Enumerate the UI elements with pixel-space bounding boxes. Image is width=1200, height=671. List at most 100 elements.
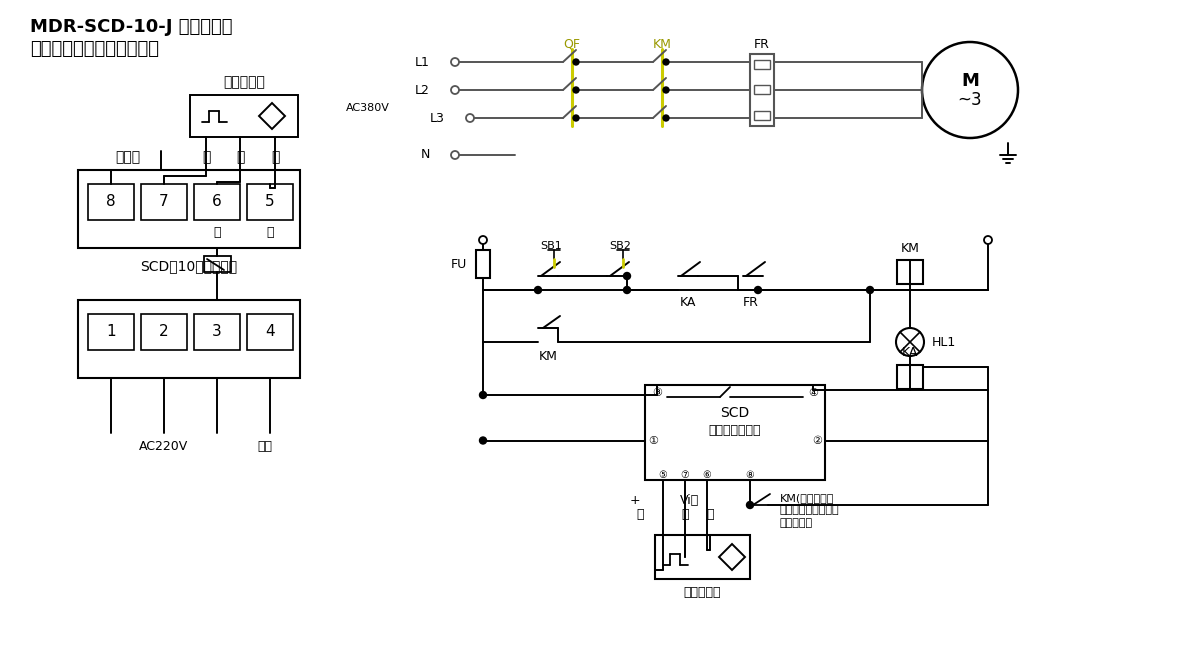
Circle shape — [746, 501, 754, 509]
Circle shape — [479, 236, 487, 244]
Text: N: N — [421, 148, 430, 162]
Text: 保护器典型应用工作原理图: 保护器典型应用工作原理图 — [30, 40, 158, 58]
Text: L1: L1 — [415, 56, 430, 68]
Text: KA: KA — [680, 295, 696, 309]
Bar — [646, 385, 826, 480]
Text: 主电机停止时接通，: 主电机停止时接通， — [780, 505, 840, 515]
Text: SCD－10断链保护器: SCD－10断链保护器 — [140, 259, 238, 273]
Text: 兰: 兰 — [707, 509, 714, 521]
Text: FU: FU — [451, 258, 467, 270]
Text: KA: KA — [902, 346, 918, 360]
Circle shape — [574, 115, 580, 121]
Bar — [190, 95, 298, 137]
Circle shape — [866, 287, 874, 293]
Bar — [754, 60, 770, 69]
Text: 速度传感器: 速度传感器 — [684, 586, 721, 599]
Text: 使能端: 使能端 — [115, 150, 140, 164]
Text: Vi－: Vi－ — [680, 493, 700, 507]
Text: KM(使能接点）: KM(使能接点） — [780, 493, 834, 503]
Circle shape — [574, 87, 580, 93]
Bar — [142, 314, 187, 350]
Bar — [78, 300, 300, 378]
Text: ⑤: ⑤ — [659, 470, 667, 480]
Text: 棕: 棕 — [636, 509, 643, 521]
Text: ②: ② — [812, 435, 822, 446]
Text: FR: FR — [754, 38, 770, 50]
Bar — [142, 184, 187, 220]
Text: 棕: 棕 — [271, 150, 280, 164]
Text: 黑: 黑 — [202, 150, 210, 164]
Text: ⑧: ⑧ — [745, 470, 755, 480]
Circle shape — [662, 59, 670, 65]
Text: 8: 8 — [106, 195, 116, 209]
Text: QF: QF — [564, 38, 581, 50]
Text: 7: 7 — [160, 195, 169, 209]
Bar — [754, 85, 770, 94]
Text: 5: 5 — [265, 195, 275, 209]
Text: HL1: HL1 — [932, 336, 956, 348]
Text: 运行时断开: 运行时断开 — [780, 518, 814, 528]
Bar — [754, 111, 770, 120]
Text: SB2: SB2 — [610, 241, 631, 251]
Text: 速度传感器: 速度传感器 — [223, 75, 265, 89]
Text: －: － — [214, 225, 221, 238]
Bar — [88, 184, 134, 220]
Text: +: + — [630, 493, 641, 507]
Bar — [476, 250, 490, 278]
Text: ~3: ~3 — [958, 91, 983, 109]
Text: SB1: SB1 — [540, 241, 562, 251]
Circle shape — [922, 42, 1018, 138]
Text: 4: 4 — [265, 325, 275, 340]
Bar — [898, 260, 923, 284]
Bar — [247, 184, 293, 220]
Text: L3: L3 — [430, 111, 445, 125]
Circle shape — [755, 287, 762, 293]
Text: AC380V: AC380V — [346, 103, 390, 113]
Circle shape — [624, 287, 630, 293]
Circle shape — [624, 272, 630, 280]
Bar — [204, 256, 230, 272]
Text: KM: KM — [653, 38, 672, 50]
Circle shape — [662, 87, 670, 93]
Circle shape — [480, 437, 486, 444]
Text: SCD: SCD — [720, 406, 750, 420]
Text: 1: 1 — [106, 325, 116, 340]
Text: 黑: 黑 — [682, 509, 689, 521]
Circle shape — [662, 115, 670, 121]
Bar — [88, 314, 134, 350]
Circle shape — [466, 114, 474, 122]
Text: ⑥: ⑥ — [703, 470, 712, 480]
Text: MDR-SCD-10-J 搅拌机断链: MDR-SCD-10-J 搅拌机断链 — [30, 18, 233, 36]
Text: ③: ③ — [652, 388, 662, 398]
Circle shape — [534, 287, 541, 293]
Circle shape — [451, 86, 458, 94]
Polygon shape — [719, 544, 745, 570]
Polygon shape — [259, 103, 286, 129]
Circle shape — [480, 391, 486, 399]
Text: 2: 2 — [160, 325, 169, 340]
Bar — [194, 314, 240, 350]
Text: 输出: 输出 — [258, 440, 272, 454]
Circle shape — [984, 236, 992, 244]
Text: 6: 6 — [212, 195, 222, 209]
Bar — [194, 184, 240, 220]
Text: AC220V: AC220V — [139, 440, 188, 454]
Bar — [898, 365, 923, 389]
Bar — [247, 314, 293, 350]
Text: 断链信号处理器: 断链信号处理器 — [709, 425, 761, 437]
Text: M: M — [961, 72, 979, 90]
Bar — [655, 535, 750, 579]
Text: KM: KM — [900, 242, 919, 254]
Text: ①: ① — [648, 435, 658, 446]
Text: L2: L2 — [415, 83, 430, 97]
Text: FR: FR — [743, 295, 758, 309]
Circle shape — [574, 59, 580, 65]
Bar — [750, 54, 774, 126]
Circle shape — [451, 151, 458, 159]
Text: ⑦: ⑦ — [680, 470, 689, 480]
Text: 兰: 兰 — [236, 150, 244, 164]
Text: KM: KM — [539, 350, 558, 362]
Circle shape — [451, 58, 458, 66]
Text: ＋: ＋ — [266, 225, 274, 238]
Text: 3: 3 — [212, 325, 222, 340]
